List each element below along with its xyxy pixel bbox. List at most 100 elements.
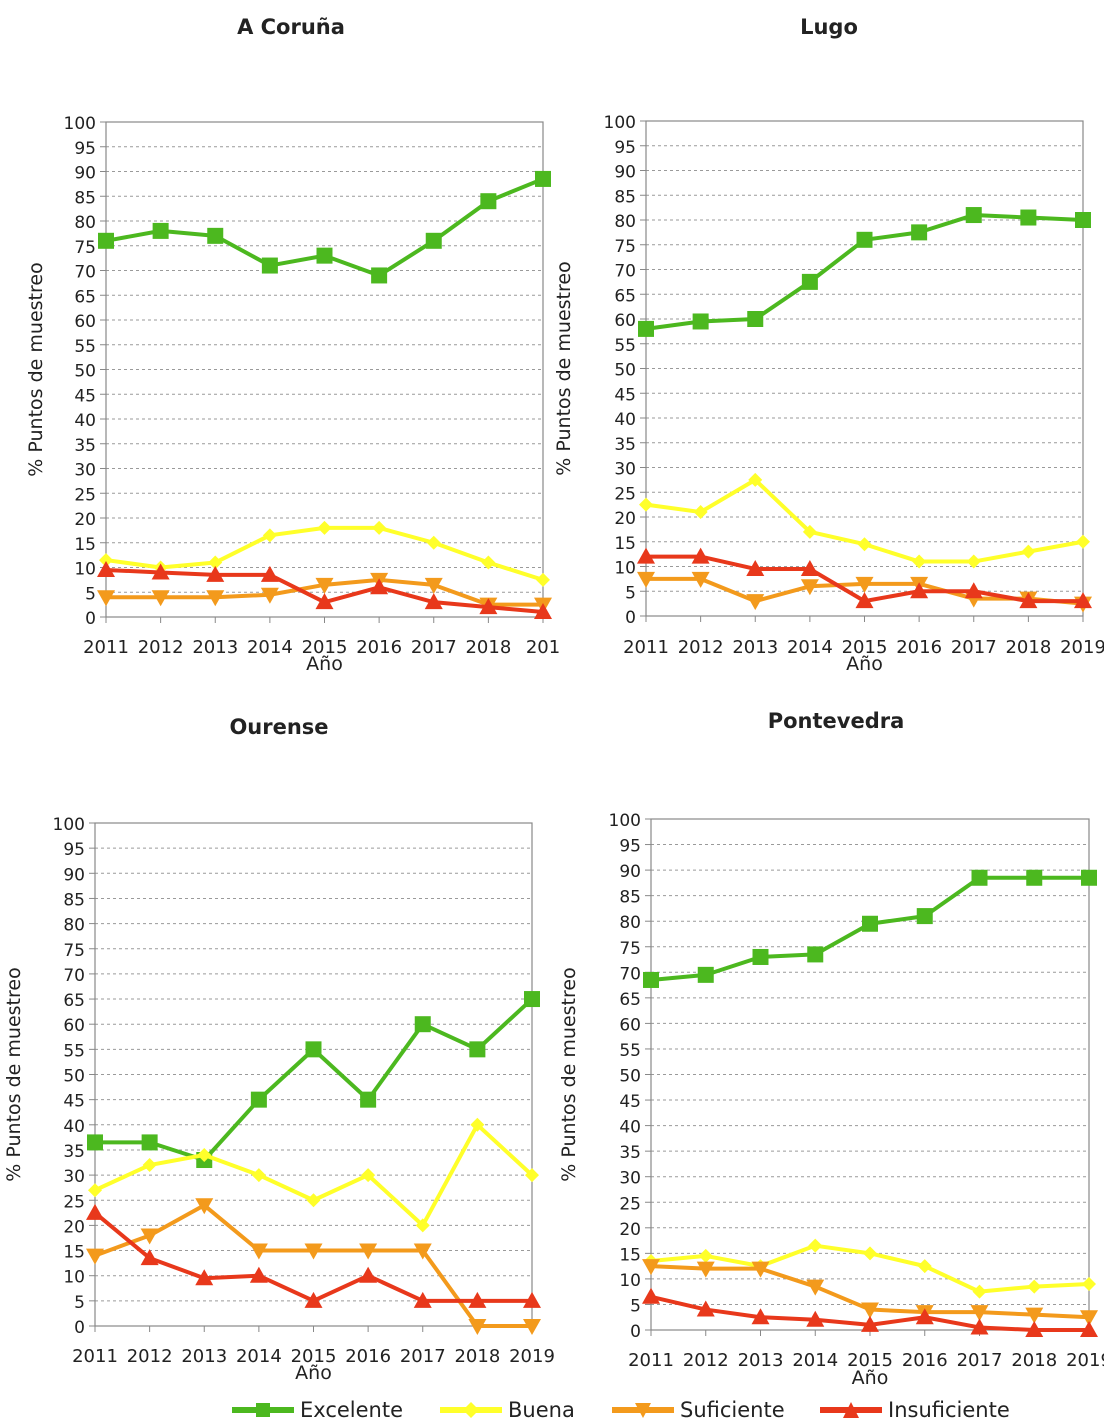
y-tick-label: 70 [619,964,641,984]
y-tick-label: 25 [619,1194,641,1214]
x-tick-label: 2012 [138,637,184,658]
data-point-buena [698,1248,713,1263]
data-point-suficiente [304,1243,323,1260]
y-tick-label: 0 [625,608,636,628]
x-tick-label: 2019 [509,1346,555,1367]
y-tick-label: 30 [614,460,636,480]
data-point-insuficiente [97,560,115,577]
data-point-excelente [752,948,769,965]
data-point-excelente [1026,869,1043,886]
data-point-suficiente [751,1261,770,1278]
data-point-insuficiente [970,1318,989,1335]
chart-panel-2: Ourense 0 5 10 15 20 25 30 35 40 45 50 55 60 65 70 75 80 8… [3,715,555,1384]
x-tick-label: 2016 [345,1346,391,1367]
data-point-excelente [911,224,928,241]
x-tick-label: 2016 [896,637,942,658]
chart-title: Ourense [229,715,328,739]
data-point-excelente [1075,212,1091,228]
x-tick-label: 2019 [1060,637,1104,658]
data-point-insuficiente [140,1249,159,1266]
data-point-excelente [480,193,497,210]
y-tick-label: 70 [74,263,96,283]
data-point-insuficiente [304,1291,323,1308]
legend-label-buena: Buena [508,1398,575,1422]
data-point-insuficiente [86,1203,104,1220]
x-tick-label: 2012 [683,1350,729,1371]
x-tick-label: 2011 [72,1346,118,1367]
data-point-excelente [305,1041,322,1058]
data-point-insuficiente [523,1291,541,1308]
y-tick-label: 100 [53,815,85,835]
y-tick-label: 35 [63,1142,85,1162]
y-tick-label: 55 [74,337,96,357]
data-point-suficiente [861,1302,879,1319]
data-point-insuficiente [696,1300,715,1317]
x-axis-label: Año [846,653,883,675]
y-tick-label: 85 [74,188,96,208]
data-point-insuficiente [359,1266,378,1283]
data-point-suficiente [359,1243,378,1260]
data-point-excelente [971,869,988,886]
x-tick-label: 2018 [1005,637,1051,658]
x-tick-label: 2018 [465,637,511,658]
data-point-insuficiente [413,1291,432,1308]
data-point-suficiente [855,576,874,593]
data-point-excelente [524,991,540,1008]
data-point-suficiente [523,1319,541,1335]
data-point-excelente [316,247,333,264]
data-point-suficiente [140,1228,159,1245]
x-tick-label: 2017 [400,1346,446,1367]
data-point-excelente [371,267,388,284]
y-tick-label: 60 [63,1016,85,1036]
data-point-excelente [965,207,982,224]
data-point-excelente [856,231,873,248]
data-point-insuficiente [637,547,655,564]
y-tick-label: 85 [619,888,641,908]
legend-item-insuficiente: Insuficiente [818,1398,1010,1422]
x-tick-label: 2014 [236,1346,282,1367]
data-point-excelente [638,320,654,337]
data-point-suficiente [806,1279,825,1296]
data-point-suficiente [206,590,225,607]
y-tick-label: 15 [619,1245,641,1265]
y-tick-label: 40 [619,1118,641,1138]
chart-title: Pontevedra [768,709,905,733]
data-point-excelente [916,908,933,925]
data-point-buena [306,1193,321,1208]
y-tick-label: 80 [619,913,641,933]
data-point-buena [857,537,872,552]
data-point-buena [748,472,763,487]
y-tick-label: 15 [614,534,636,554]
data-point-suficiente [195,1198,214,1215]
y-axis-label: % Puntos de muestreo [553,261,575,475]
y-tick-label: 45 [63,1092,85,1112]
legend-item-suficiente: Suficiente [610,1398,785,1422]
y-tick-label: 45 [74,386,96,406]
y-tick-label: 50 [63,1067,85,1087]
y-tick-label: 25 [74,485,96,505]
data-point-excelente [697,966,714,983]
data-point-excelente [1020,209,1037,226]
data-point-suficiente [97,590,115,607]
y-tick-label: 100 [604,113,636,133]
data-point-insuficiente [964,582,983,599]
x-tick-label: 2012 [127,1346,173,1367]
y-tick-label: 45 [614,385,636,405]
x-tick-label: 2015 [847,1350,893,1371]
data-point-excelente [250,1091,267,1108]
data-point-buena [536,572,550,587]
data-point-excelente [414,1016,431,1033]
data-point-suficiente [642,1259,660,1276]
legend: Excelente Buena Suficiente Insuficiente [230,1398,1090,1422]
data-point-suficiente [691,571,710,588]
y-tick-label: 30 [74,461,96,481]
data-point-suficiente [746,594,765,611]
data-point-suficiente [970,1305,989,1322]
x-tick-label: 2013 [192,637,238,658]
data-point-buena [251,1168,266,1183]
x-tick-label: 2016 [356,637,402,658]
y-tick-label: 50 [74,362,96,382]
x-axis-label: Año [852,1367,889,1389]
y-tick-label: 40 [63,1117,85,1137]
